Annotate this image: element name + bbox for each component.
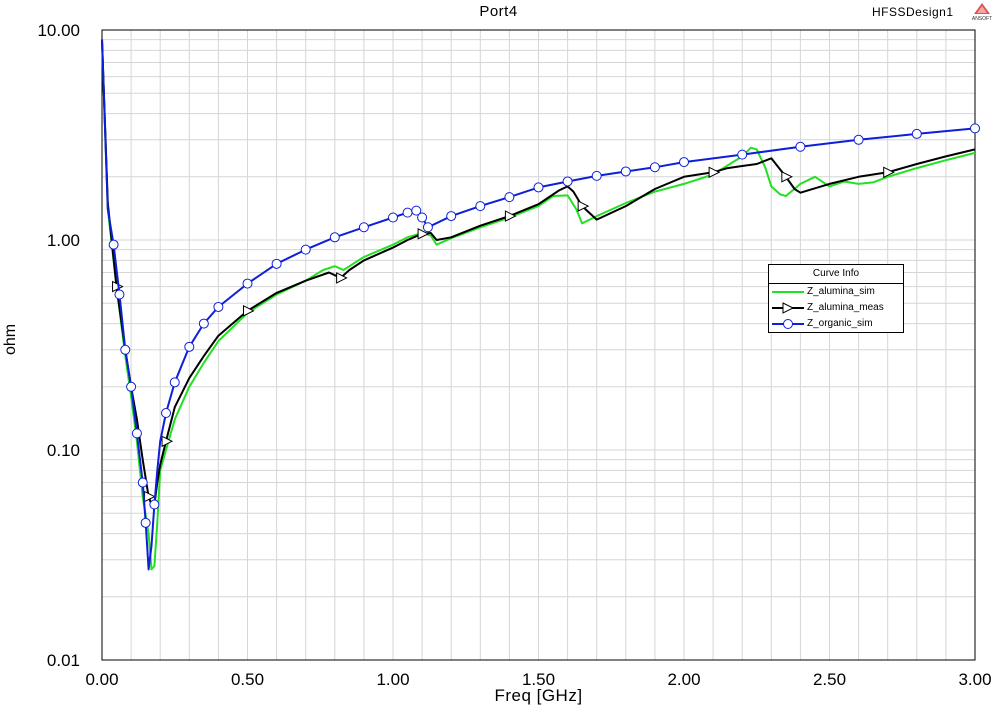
tick-labels: 0.00 0.50 1.00 1.50 2.00 2.50 3.00 0.01 0.10 1.00… [37, 21, 991, 689]
chart-title: Port4 [479, 3, 518, 20]
data-point-Z_organic_sim [300, 244, 311, 255]
data-point-Z_organic_sim [140, 517, 151, 528]
data-point-Z_organic_sim [149, 499, 160, 510]
x-tick-label: 2.00 [667, 670, 700, 689]
data-point-Z_organic_sim [271, 258, 282, 269]
data-point-Z_organic_sim [620, 166, 631, 177]
data-point-Z_organic_sim [161, 408, 172, 419]
x-axis-label: Freq [GHz] [494, 686, 583, 705]
legend-label: Z_alumina_meas [807, 302, 884, 313]
data-point-Z_alumina_meas [417, 228, 430, 240]
data-point-Z_alumina_meas [161, 435, 174, 448]
data-point-Z_organic_sim [422, 222, 433, 233]
data-point-Z_organic_sim [562, 176, 573, 187]
ansoft-logo: ANSOFT [970, 2, 994, 22]
series-lines [101, 39, 980, 571]
data-point-Z_organic_sim [126, 381, 137, 392]
data-point-Z_organic_sim [388, 212, 398, 223]
x-tick-label: 3.00 [958, 670, 991, 689]
data-point-Z_organic_sim [475, 201, 486, 212]
x-tick-label: 1.00 [376, 670, 409, 689]
data-point-Z_organic_sim [853, 134, 864, 145]
data-point-Z_organic_sim [970, 123, 980, 134]
data-point-Z_alumina_meas [577, 200, 590, 212]
data-point-Z_organic_sim [242, 278, 253, 289]
data-point-Z_organic_sim [911, 128, 922, 139]
data-point-Z_organic_sim [402, 207, 413, 218]
data-point-Z_organic_sim [417, 212, 428, 223]
data-point-Z_organic_sim [411, 205, 422, 216]
y-tick-label: 0.10 [47, 441, 80, 460]
legend: Curve Info Z_alumina_sim Z_alumina_meas … [768, 264, 904, 333]
legend-label: Z_organic_sim [807, 318, 873, 329]
series-line-Z_alumina_sim [101, 39, 976, 571]
data-point-Z_organic_sim [120, 344, 131, 355]
data-point-Z_alumina_meas [883, 166, 895, 179]
y-tick-label: 1.00 [47, 231, 80, 250]
grid-lines [101, 30, 976, 661]
y-tick-label: 0.01 [47, 651, 80, 670]
data-point-Z_organic_sim [184, 341, 195, 352]
legend-item-alumina-meas: Z_alumina_meas [769, 300, 903, 316]
x-tick-label: 1.50 [522, 670, 555, 689]
legend-title: Curve Info [769, 265, 903, 284]
x-tick-label: 0.00 [85, 670, 118, 689]
data-point-Z_organic_sim [329, 232, 340, 243]
data-point-Z_organic_sim [213, 301, 224, 312]
data-point-Z_alumina_meas [708, 166, 721, 179]
plot-frame [101, 29, 976, 661]
data-point-Z_alumina_meas [781, 170, 793, 183]
data-point-Z_organic_sim [169, 377, 180, 388]
legend-item-alumina-sim: Z_alumina_sim [769, 284, 903, 300]
data-point-Z_organic_sim [131, 428, 142, 439]
data-point-Z_organic_sim [591, 170, 602, 181]
data-point-Z_organic_sim [114, 289, 125, 300]
y-axis-label: ohm [2, 323, 19, 355]
data-point-Z_organic_sim [358, 222, 369, 233]
x-tick-label: 0.50 [231, 670, 264, 689]
data-point-Z_organic_sim [737, 149, 748, 160]
data-point-Z_alumina_meas [336, 272, 348, 284]
design-name: HFSSDesign1 [872, 5, 954, 19]
data-point-Z_organic_sim [198, 318, 209, 329]
legend-item-organic-sim: Z_organic_sim [769, 316, 903, 332]
logo-text: ANSOFT [972, 16, 992, 22]
data-point-Z_organic_sim [137, 477, 148, 488]
legend-label: Z_alumina_sim [807, 286, 875, 297]
data-point-Z_alumina_meas [504, 210, 517, 222]
data-point-Z_organic_sim [795, 141, 806, 152]
data-point-Z_organic_sim [649, 162, 660, 173]
data-point-Z_organic_sim [108, 239, 119, 250]
x-tick-label: 2.50 [813, 670, 846, 689]
y-tick-label: 10.00 [37, 21, 80, 40]
data-point-Z_organic_sim [533, 182, 544, 193]
data-point-Z_organic_sim [446, 211, 457, 222]
data-point-Z_organic_sim [679, 157, 689, 168]
data-point-Z_organic_sim [504, 192, 515, 203]
data-point-Z_alumina_meas [243, 305, 255, 317]
